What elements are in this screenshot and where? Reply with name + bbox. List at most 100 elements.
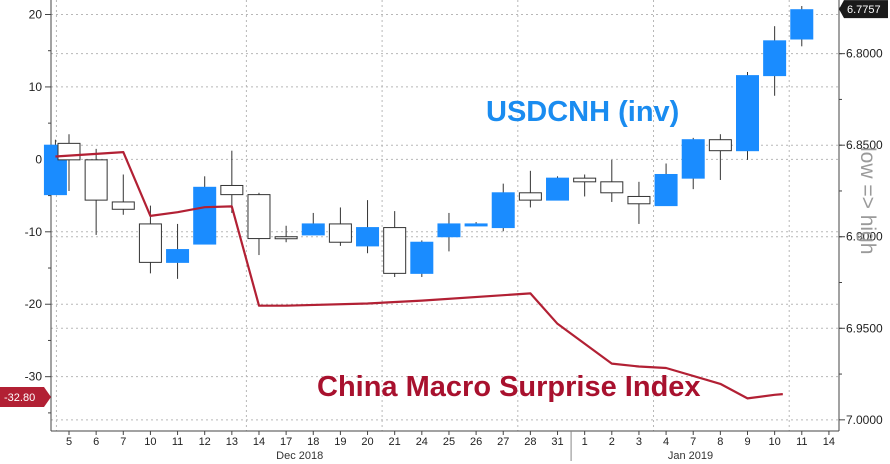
x-axis-tick-label: 14 xyxy=(823,436,835,448)
x-axis-tick-label: 18 xyxy=(307,436,319,448)
candle-body xyxy=(491,192,515,229)
candle-body xyxy=(220,184,244,196)
candle xyxy=(301,212,325,236)
right-axis: 6.8000 6.8500 6.9000 6.9500 7.0000 xyxy=(838,0,883,431)
candle-body xyxy=(356,227,380,247)
candle-body xyxy=(654,173,678,207)
surprise-last-value-flag-box xyxy=(0,386,51,407)
x-axis-tick-label: 7 xyxy=(690,436,696,448)
candle xyxy=(573,174,597,197)
candle xyxy=(600,159,624,202)
candle xyxy=(328,207,352,246)
candle xyxy=(491,183,515,232)
candle-body xyxy=(274,236,298,240)
candle-body xyxy=(410,241,434,274)
candle-body xyxy=(328,223,352,243)
x-axis-tick-label: 10 xyxy=(144,436,156,448)
left-axis-tick-label: 0 xyxy=(35,152,42,166)
value-flags: 6.7757 -32.80 xyxy=(0,0,888,407)
surprise-index-line xyxy=(55,151,783,400)
x-axis-tick-label: 28 xyxy=(524,436,536,448)
usdcnh-series-label: USDCNH (inv) xyxy=(486,96,679,128)
candle xyxy=(220,150,244,213)
right-axis-tick-label: 6.9000 xyxy=(846,230,883,244)
candle xyxy=(356,200,380,254)
candle-body xyxy=(247,194,271,240)
candle-body xyxy=(166,249,190,263)
x-axis-tick-label: 3 xyxy=(636,436,642,448)
left-axis-tick-label: -10 xyxy=(25,225,43,239)
x-axis-tick-label: 27 xyxy=(497,436,509,448)
candle-body xyxy=(57,142,81,161)
candle xyxy=(410,240,434,278)
x-axis-tick-label: 14 xyxy=(253,436,265,448)
candle-body xyxy=(681,139,705,179)
x-axis-tick-label: 1 xyxy=(582,436,588,448)
candle-body xyxy=(708,139,732,152)
x-axis-tick-label: 19 xyxy=(334,436,346,448)
candle xyxy=(464,222,488,227)
surprise-last-value-flag: -32.80 xyxy=(0,386,51,407)
x-axis-tick-label: 4 xyxy=(663,436,669,448)
x-axis-tick-label: 9 xyxy=(744,436,750,448)
x-axis: 5 6 7 10 11 12 13 14 17 18 19 20 21 24 25 26 27 28 31 1 2 3 4 7… xyxy=(51,430,839,462)
right-axis-tick-label: 6.8000 xyxy=(846,47,883,61)
candle xyxy=(763,26,787,96)
x-axis-month-label: Dec 2018 xyxy=(276,450,323,462)
candle xyxy=(790,6,814,47)
candle-body xyxy=(111,201,135,210)
left-axis-tick-label: 20 xyxy=(29,7,43,21)
surprise-last-value: -32.80 xyxy=(4,392,35,404)
candle-body xyxy=(518,192,542,201)
candle xyxy=(736,71,759,160)
x-axis-tick-label: 6 xyxy=(93,436,99,448)
left-axis: 20 10 0 -10 -20 -30 xyxy=(25,0,52,431)
x-axis-tick-label: 20 xyxy=(361,436,373,448)
candle-last-value-flag-box xyxy=(839,0,888,19)
candle xyxy=(627,181,651,224)
x-axis-tick-label: 13 xyxy=(226,436,238,448)
candle xyxy=(437,212,461,252)
candle xyxy=(654,163,678,207)
x-axis-tick-label: 24 xyxy=(416,436,428,448)
candle-body xyxy=(627,195,651,205)
x-axis-tick-label: 25 xyxy=(443,436,455,448)
candle xyxy=(383,211,407,278)
candle xyxy=(193,176,217,245)
surprise-index-series xyxy=(55,151,783,400)
candle-last-value-flag: 6.7757 xyxy=(839,0,888,19)
candle-last-value: 6.7757 xyxy=(847,4,881,16)
x-axis-tick-label: 26 xyxy=(470,436,482,448)
right-axis-tick-label: 7.0000 xyxy=(846,413,883,427)
candle-body xyxy=(138,223,162,263)
candle xyxy=(708,134,732,180)
candle-body xyxy=(790,9,814,40)
candle-body xyxy=(84,159,108,201)
candle-body xyxy=(763,40,787,77)
x-axis-tick-label: 17 xyxy=(280,436,292,448)
x-axis-month-label: Jan 2019 xyxy=(668,450,713,462)
left-axis-tick-label: 10 xyxy=(29,80,43,94)
x-axis-tick-label: 11 xyxy=(172,436,183,448)
x-axis-tick-label: 21 xyxy=(389,436,401,448)
x-axis-tick-label: 7 xyxy=(120,436,126,448)
candle xyxy=(518,170,542,208)
left-axis-tick-label: -30 xyxy=(25,370,43,384)
x-axis-tick-label: 31 xyxy=(551,436,563,448)
left-axis-tick-label: -20 xyxy=(25,297,43,311)
candle-body xyxy=(301,223,325,236)
candle-body xyxy=(573,177,597,183)
right-axis-tick-label: 6.9500 xyxy=(846,321,883,335)
candle xyxy=(111,174,135,215)
candle xyxy=(546,176,570,201)
usdcnh-candles xyxy=(43,6,814,279)
candle-body xyxy=(736,75,759,152)
candle xyxy=(84,148,108,235)
candle-body xyxy=(193,186,217,245)
x-axis-tick-label: 11 xyxy=(796,436,807,448)
candle xyxy=(681,137,705,190)
x-axis-tick-label: 5 xyxy=(66,436,72,448)
right-axis-tick-label: 6.8500 xyxy=(846,138,883,152)
candle-body xyxy=(383,227,407,274)
